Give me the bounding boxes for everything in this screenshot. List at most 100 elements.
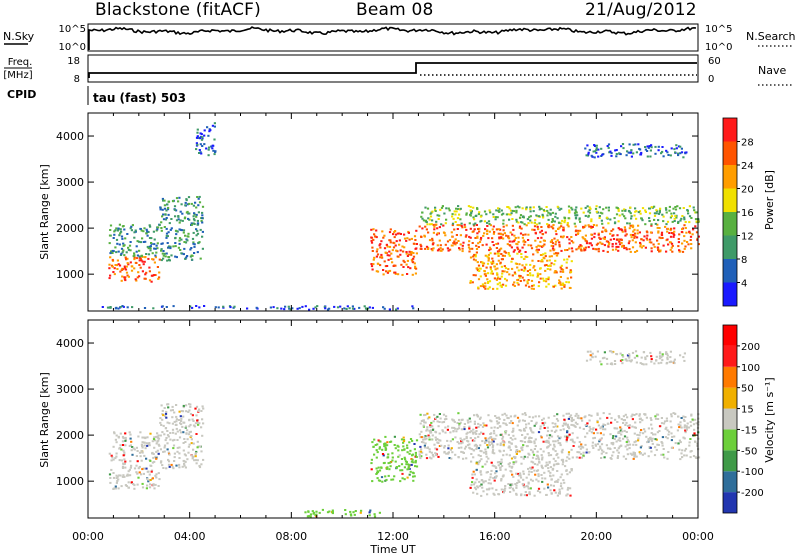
scatter-cell xyxy=(632,143,635,146)
scatter-cell xyxy=(528,285,531,288)
scatter-cell xyxy=(201,230,204,233)
scatter-cell xyxy=(478,461,481,464)
scatter-cell xyxy=(568,471,571,474)
scatter-cell xyxy=(495,228,498,231)
scatter-cell xyxy=(203,143,206,146)
scatter-cell xyxy=(121,467,125,469)
scatter-cell xyxy=(422,424,425,427)
scatter-cell xyxy=(134,229,137,232)
scatter-cell xyxy=(559,270,562,273)
scatter-cell xyxy=(430,451,433,454)
scatter-cell xyxy=(175,219,179,222)
scatter-cell xyxy=(652,243,655,246)
scatter-cell xyxy=(634,241,637,244)
scatter-cell xyxy=(559,266,562,269)
scatter-cell xyxy=(533,463,536,465)
scatter-cell xyxy=(635,413,638,416)
scatter-cell xyxy=(316,305,319,308)
scatter-cell xyxy=(195,206,198,209)
scatter-cell xyxy=(504,267,508,270)
scatter-cell xyxy=(633,228,636,231)
scatter-cell xyxy=(610,154,613,157)
scatter-cell xyxy=(350,514,353,517)
scatter-cell xyxy=(525,263,528,266)
scatter-cell xyxy=(527,233,530,236)
scatter-cell xyxy=(520,221,523,224)
scatter-cell xyxy=(193,425,197,428)
scatter-cell xyxy=(580,249,583,252)
scatter-cell xyxy=(122,437,125,440)
scatter-cell xyxy=(541,480,544,483)
scatter-cell xyxy=(641,207,645,210)
scatter-cell xyxy=(644,356,647,359)
scatter-cell xyxy=(543,487,546,490)
scatter-cell xyxy=(610,152,613,155)
scatter-cell xyxy=(493,277,496,280)
scatter-cell xyxy=(132,447,135,450)
scatter-cell xyxy=(475,248,479,250)
scatter-cell xyxy=(630,217,633,220)
scatter-cell xyxy=(151,258,154,261)
scatter-cell xyxy=(617,220,620,223)
scatter-cell xyxy=(673,220,676,222)
scatter-cell xyxy=(398,239,401,242)
y-tick-label: 4000 xyxy=(56,130,84,143)
scatter-cell xyxy=(392,478,395,481)
scatter-cell xyxy=(534,269,537,272)
scatter-cell xyxy=(488,441,491,444)
scatter-cell xyxy=(552,474,555,477)
scatter-cell xyxy=(666,437,669,440)
scatter-cell xyxy=(481,440,484,443)
scatter-cell xyxy=(661,150,664,153)
scatter-cell xyxy=(308,308,311,311)
scatter-cell xyxy=(650,250,653,253)
scatter-cell xyxy=(373,233,376,236)
scatter-cell xyxy=(535,421,538,424)
scatter-cell xyxy=(162,254,165,257)
scatter-cell xyxy=(173,411,176,414)
scatter-cell xyxy=(605,452,608,455)
scatter-cell xyxy=(470,483,473,486)
scatter-cell xyxy=(602,433,605,436)
scatter-cell xyxy=(577,445,581,448)
freq-tick-bottom: 8 xyxy=(74,74,80,85)
scatter-cell xyxy=(678,233,681,236)
scatter-cell xyxy=(557,442,560,445)
scatter-cell xyxy=(603,244,606,247)
scatter-cell xyxy=(670,426,673,429)
scatter-cell xyxy=(522,444,525,447)
scatter-cell xyxy=(670,432,673,435)
scatter-cell xyxy=(109,481,112,484)
scatter-cell xyxy=(626,354,630,357)
scatter-cell xyxy=(376,248,379,251)
scatter-cell xyxy=(633,426,636,429)
scatter-cell xyxy=(566,236,569,239)
scatter-cell xyxy=(570,206,573,209)
scatter-cell xyxy=(463,428,466,431)
scatter-cell xyxy=(649,149,652,152)
scatter-cell xyxy=(473,439,476,442)
scatter-cell xyxy=(565,266,568,269)
scatter-cell xyxy=(438,248,441,251)
scatter-cell xyxy=(566,223,569,226)
scatter-cell xyxy=(472,449,476,452)
scatter-cell xyxy=(370,239,373,242)
scatter-cell xyxy=(167,458,170,461)
scatter-cell xyxy=(301,305,304,308)
scatter-cell xyxy=(583,238,587,241)
scatter-cell xyxy=(622,455,625,458)
scatter-cell xyxy=(377,439,380,442)
scatter-cell xyxy=(640,429,643,431)
scatter-cell xyxy=(195,450,198,453)
scatter-cell xyxy=(535,457,538,460)
scatter-cell xyxy=(605,240,608,243)
scatter-cell xyxy=(406,444,409,447)
scatter-cell xyxy=(553,430,557,433)
scatter-cell xyxy=(536,469,539,472)
scatter-cell xyxy=(567,412,570,415)
scatter-cell xyxy=(613,438,616,440)
scatter-cell xyxy=(542,277,545,280)
scatter-cell xyxy=(672,235,675,238)
scatter-cell xyxy=(568,457,571,460)
scatter-cell xyxy=(495,475,498,478)
